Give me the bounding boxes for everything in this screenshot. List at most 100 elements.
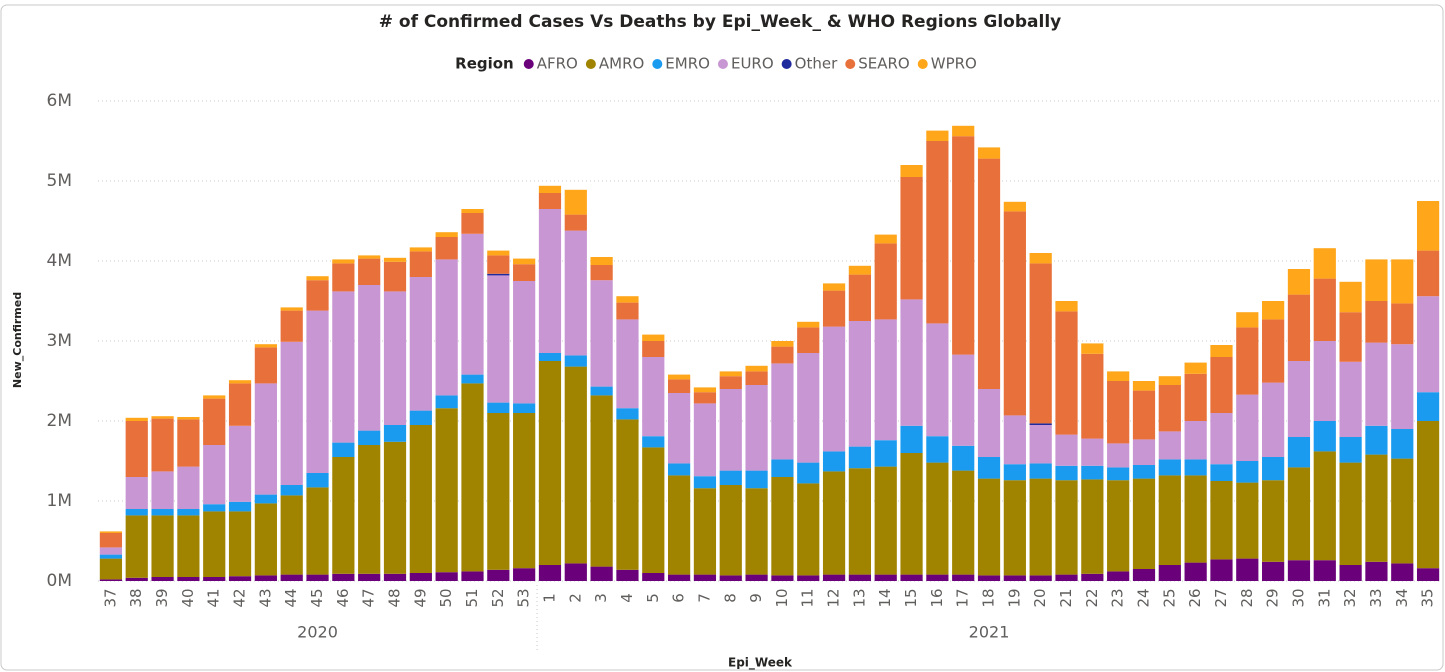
bar-segment [874, 466, 897, 575]
bar-segment [900, 177, 923, 300]
bar-segment [203, 395, 226, 399]
bar-segment [1391, 458, 1414, 564]
x-tick-label: 43 [256, 588, 274, 607]
bar-segment [797, 327, 820, 353]
bar-segment [1391, 303, 1414, 345]
x-tick-label: 21 [1057, 588, 1075, 607]
bar-segment [125, 417, 148, 421]
x-tick-label: 41 [205, 588, 223, 607]
bar-segment [513, 403, 536, 413]
bar-segment [1081, 353, 1104, 439]
bar-segment [513, 258, 536, 265]
x-tick-label: 51 [463, 588, 481, 607]
bar-segment [538, 209, 562, 353]
bar-segment [151, 577, 174, 581]
x-tick-label: 52 [489, 588, 507, 607]
bar-segment [952, 445, 975, 471]
bar-segment [383, 425, 407, 442]
x-tick-label: 10 [773, 588, 791, 607]
x-tick-label: 46 [334, 588, 352, 607]
bar-segment [383, 441, 407, 574]
bar-segment [125, 515, 148, 578]
bar-segment [668, 393, 691, 464]
bar-segment [642, 447, 665, 573]
bar-segment [487, 569, 510, 581]
bar-segment [1365, 454, 1388, 562]
x-tick-label: 28 [1238, 588, 1256, 607]
bar-segment [1029, 463, 1052, 479]
bar-segment [590, 386, 613, 396]
bar-segment [1003, 201, 1026, 212]
bar-segment [1236, 312, 1259, 328]
bar-segment [409, 277, 432, 411]
bar-segment [228, 425, 252, 502]
bar-segment [1236, 461, 1259, 483]
bar-segment [952, 136, 975, 355]
bar-segment [771, 346, 794, 364]
bar-segment [1339, 312, 1362, 362]
bar-segment [435, 408, 458, 573]
x-tick-label: 22 [1083, 588, 1101, 607]
bar-segment [151, 418, 174, 472]
x-tick-label: 50 [437, 588, 455, 607]
bar-segment [461, 233, 484, 375]
bar-segment [1287, 269, 1311, 295]
x-group-label: 2021 [969, 623, 1010, 642]
bar-segment [280, 574, 303, 581]
x-tick-label: 37 [101, 588, 119, 607]
bar-segment [590, 280, 613, 387]
bar-segment [745, 365, 768, 372]
bar-segment [693, 476, 717, 489]
bar-segment [1107, 381, 1130, 444]
bar-segment [1262, 382, 1285, 457]
bar-segment [668, 574, 691, 581]
bar-segment [564, 214, 587, 231]
x-tick-label: 4 [618, 593, 636, 603]
x-tick-label: 20 [1031, 588, 1049, 607]
x-tick-label: 39 [153, 588, 171, 607]
bar-segment [1055, 574, 1078, 581]
bar-segment [99, 558, 123, 580]
bar-segment [1313, 248, 1336, 279]
bar-segment [203, 398, 226, 445]
bar-segment [513, 413, 536, 569]
bar-segment [1287, 294, 1311, 361]
bar-segment [1003, 415, 1026, 465]
bar-segment [280, 341, 303, 485]
bar-segment [771, 341, 794, 347]
bar-segment [926, 462, 949, 575]
bar-segment [228, 380, 252, 384]
bar-segment [1003, 480, 1026, 576]
bar-segment [151, 471, 174, 509]
bar-segment [771, 477, 794, 576]
bar-segment [977, 575, 1001, 581]
bar-segment [1210, 345, 1233, 357]
x-tick-label: 33 [1367, 588, 1385, 607]
bar-segment [1339, 361, 1362, 437]
y-tick-label: 5M [47, 171, 72, 191]
bar-segment [1003, 464, 1026, 481]
bar-segment [1416, 421, 1440, 569]
bar-segment [616, 302, 639, 320]
bar-segment [513, 568, 536, 581]
bar-segment [1107, 480, 1130, 572]
bar-segment [822, 574, 846, 581]
bar-segment [1029, 423, 1052, 425]
bar-segment [435, 395, 458, 409]
bar-segment [616, 408, 639, 420]
bar-segment [1184, 459, 1207, 476]
bar-segment [874, 574, 897, 581]
bar-segment [487, 273, 510, 276]
bar-segment [228, 576, 252, 581]
bar-segment [306, 280, 329, 311]
bar-segment [1132, 569, 1156, 581]
bar-segment [952, 574, 975, 581]
bar-segment [977, 147, 1001, 159]
legend-swatch [652, 59, 663, 69]
bar-segment [1365, 425, 1388, 455]
bar-segment [1262, 301, 1285, 320]
y-tick-label: 0M [47, 571, 72, 591]
bar-segment [332, 573, 355, 581]
bar-segment [719, 470, 742, 485]
bar-segment [668, 475, 691, 575]
